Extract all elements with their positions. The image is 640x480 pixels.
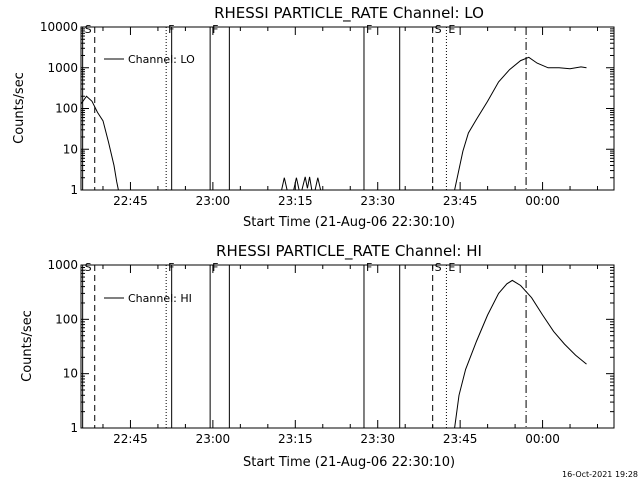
lo-y-tick-label: 100 [55,102,78,116]
lo-x-tick-label: 23:15 [278,194,313,208]
hi-legend: Channel: HI [104,292,192,305]
hi-y-tick-label: 100 [55,312,78,326]
hi-y-axis-label: Counts/sec [20,310,35,382]
lo-y-tick-label: 10000 [40,20,78,34]
lo-y-tick-label: 1000 [47,61,78,75]
lo-event-flag: F [212,23,218,36]
lo-y-tick-label: 10 [63,142,78,156]
hi-series-line [454,279,587,429]
hi-event-flag: S [85,261,92,274]
hi-x-tick-label: 23:45 [443,432,478,446]
lo-x-tick-label: 23:45 [443,194,478,208]
lo-plot-frame [80,26,615,191]
lo-x-tick-label: 22:45 [113,194,148,208]
hi-event-flag: S [435,261,442,274]
hi-y-tick-label: 10 [63,367,78,381]
hi-x-tick-label: 22:45 [113,432,148,446]
lo-legend-label: Channel: LO [128,53,195,66]
hi-y-tick-label: 1000 [47,258,78,272]
hi-event-flag: E [448,261,455,274]
lo-noise-spike [314,177,322,191]
lo-y-tick-label: 1 [70,183,78,197]
hi-y-tick-label: 1 [70,421,78,435]
hi-channel-panel: RHESSI PARTICLE_RATE Channel: HI Start T… [20,242,615,470]
lo-event-flag: S [85,23,92,36]
lo-noise-spike [281,177,288,191]
hi-legend-label: Channel: HI [128,292,192,305]
lo-noise-spike [301,176,313,191]
hi-x-tick-label: 23:15 [278,432,313,446]
lo-noise-spike [293,177,300,191]
hi-x-axis-label: Start Time (21-Aug-06 22:30:10) [243,455,455,470]
lo-x-axis-label: Start Time (21-Aug-06 22:30:10) [243,215,455,230]
hi-x-tick-label: 23:00 [196,432,231,446]
lo-event-flag: E [448,23,455,36]
lo-chart-title: RHESSI PARTICLE_RATE Channel: LO [214,4,484,23]
hi-event-flag: F [366,261,372,274]
hi-plot-frame [80,264,615,429]
lo-legend: Channel: LO [104,53,195,66]
generation-timestamp: 16-Oct-2021 19:28 [562,470,638,479]
lo-x-tick-label: 00:00 [525,194,560,208]
lo-x-tick-label: 23:00 [196,194,231,208]
hi-x-tick-label: 23:30 [360,432,395,446]
lo-series-line [80,56,587,191]
lo-y-axis-label: Counts/sec [12,72,27,144]
hi-chart-title: RHESSI PARTICLE_RATE Channel: HI [216,242,482,261]
hi-event-flag: F [212,261,218,274]
lo-event-flag: F [366,23,372,36]
lo-event-flag: S [435,23,442,36]
lo-x-tick-label: 23:30 [360,194,395,208]
lo-channel-panel: RHESSI PARTICLE_RATE Channel: LO Start T… [12,4,615,230]
hi-x-tick-label: 00:00 [525,432,560,446]
